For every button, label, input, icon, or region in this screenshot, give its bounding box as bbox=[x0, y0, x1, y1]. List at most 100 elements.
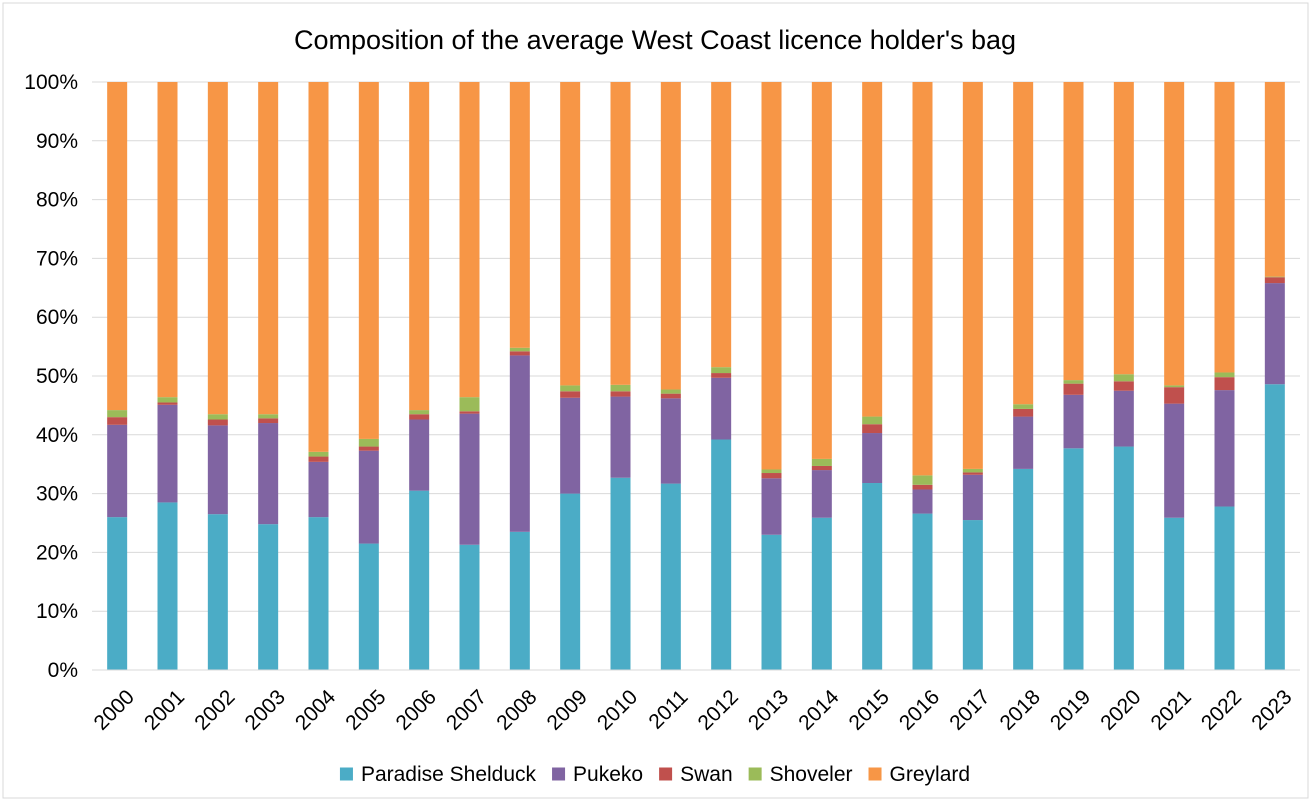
bar-segment-shoveler bbox=[409, 410, 430, 415]
bar-segment-swan bbox=[509, 351, 530, 356]
bar-segment-shoveler bbox=[862, 416, 883, 425]
bar-segment-pukeko bbox=[409, 419, 430, 491]
bar-segment-shoveler bbox=[912, 475, 933, 485]
bar-segment-paradise-shelduck bbox=[258, 524, 279, 670]
bar-segment-swan bbox=[358, 446, 379, 451]
bar-segment-shoveler bbox=[258, 414, 279, 419]
legend-item-shoveler: Shoveler bbox=[748, 763, 853, 786]
bar-stack-2008 bbox=[509, 82, 530, 670]
bar-stack-2018 bbox=[1013, 82, 1034, 670]
legend-swatch bbox=[339, 767, 353, 781]
bar-segment-paradise-shelduck bbox=[862, 483, 883, 670]
y-tick-label: 20% bbox=[36, 541, 78, 564]
legend-swatch bbox=[552, 767, 566, 781]
bar-stack-2021 bbox=[1164, 82, 1185, 670]
bar-segment-shoveler bbox=[459, 397, 480, 412]
y-tick-label: 40% bbox=[36, 424, 78, 447]
y-tick-label: 90% bbox=[36, 130, 78, 153]
bar-segment-paradise-shelduck bbox=[560, 493, 581, 670]
bar-segment-greylard bbox=[1214, 82, 1235, 373]
bar-segment-paradise-shelduck bbox=[1264, 384, 1285, 670]
bar-stack-2010 bbox=[610, 82, 631, 670]
bar-segment-swan bbox=[610, 391, 631, 397]
bar-stack-2022 bbox=[1214, 82, 1235, 670]
bar-segment-swan bbox=[157, 402, 178, 405]
bar-segment-swan bbox=[862, 424, 883, 434]
bar-segment-pukeko bbox=[258, 423, 279, 525]
bar-segment-paradise-shelduck bbox=[1164, 517, 1185, 670]
bar-segment-pukeko bbox=[1113, 390, 1134, 447]
bar-segment-paradise-shelduck bbox=[509, 531, 530, 670]
legend-label: Swan bbox=[680, 763, 733, 786]
bar-segment-paradise-shelduck bbox=[1214, 506, 1235, 670]
y-tick-label: 60% bbox=[36, 306, 78, 329]
bar-segment-pukeko bbox=[811, 470, 832, 518]
bar-segment-shoveler bbox=[1164, 385, 1185, 388]
bar-segment-greylard bbox=[761, 82, 782, 470]
bar-segment-shoveler bbox=[1113, 374, 1134, 382]
legend-item-paradise-shelduck: Paradise Shelduck bbox=[339, 763, 537, 786]
bar-stack-2014 bbox=[811, 82, 832, 670]
legend-label: Shoveler bbox=[770, 763, 853, 786]
bar-segment-shoveler bbox=[660, 389, 681, 394]
bar-segment-swan bbox=[409, 414, 430, 420]
bar-segment-greylard bbox=[258, 82, 279, 415]
bar-segment-greylard bbox=[1264, 82, 1285, 277]
bar-stack-2023 bbox=[1264, 82, 1285, 670]
bar-segment-pukeko bbox=[358, 450, 379, 544]
bar-segment-swan bbox=[1264, 277, 1285, 284]
legend-label: Pukeko bbox=[573, 763, 643, 786]
bar-segment-pukeko bbox=[912, 489, 933, 514]
bar-segment-swan bbox=[660, 393, 681, 399]
bar-segment-swan bbox=[761, 473, 782, 479]
bar-segment-shoveler bbox=[358, 438, 379, 447]
bar-stack-2020 bbox=[1113, 82, 1134, 670]
bar-segment-greylard bbox=[711, 82, 732, 368]
bar-segment-greylard bbox=[1063, 82, 1084, 381]
bar-segment-swan bbox=[1063, 383, 1084, 395]
bar-segment-swan bbox=[962, 472, 983, 475]
bar-segment-swan bbox=[811, 465, 832, 471]
bar-stack-2004 bbox=[308, 82, 329, 670]
bar-segment-pukeko bbox=[1013, 416, 1034, 469]
bar-segment-greylard bbox=[912, 82, 933, 476]
bar-segment-swan bbox=[459, 411, 480, 414]
bar-segment-paradise-shelduck bbox=[1013, 468, 1034, 670]
bar-segment-shoveler bbox=[1013, 404, 1034, 409]
bar-segment-swan bbox=[258, 418, 279, 424]
bar-stack-2017 bbox=[962, 82, 983, 670]
bar-segment-paradise-shelduck bbox=[459, 544, 480, 670]
bar-segment-swan bbox=[912, 484, 933, 490]
legend-swatch bbox=[748, 767, 762, 781]
bars bbox=[107, 82, 1285, 670]
bar-segment-paradise-shelduck bbox=[207, 514, 228, 670]
bar-segment-shoveler bbox=[811, 458, 832, 466]
legend-item-swan: Swan bbox=[659, 763, 733, 786]
legend-swatch bbox=[868, 767, 882, 781]
legend-item-greylard: Greylard bbox=[868, 763, 970, 786]
bar-segment-pukeko bbox=[157, 404, 178, 503]
chart-title: Composition of the average West Coast li… bbox=[294, 25, 1016, 55]
bar-stack-2005 bbox=[358, 82, 379, 670]
bar-segment-greylard bbox=[308, 82, 329, 452]
bar-segment-shoveler bbox=[711, 367, 732, 374]
bar-segment-pukeko bbox=[610, 396, 631, 478]
bar-segment-pukeko bbox=[1214, 390, 1235, 507]
bar-segment-pukeko bbox=[308, 461, 329, 518]
bar-segment-paradise-shelduck bbox=[912, 513, 933, 670]
bar-segment-shoveler bbox=[509, 347, 530, 352]
bar-stack-2019 bbox=[1063, 82, 1084, 670]
bar-segment-greylard bbox=[660, 82, 681, 390]
bar-segment-paradise-shelduck bbox=[1063, 448, 1084, 670]
bar-segment-paradise-shelduck bbox=[409, 490, 430, 670]
bar-segment-shoveler bbox=[1214, 372, 1235, 378]
gridlines bbox=[92, 81, 1300, 671]
bar-segment-greylard bbox=[157, 82, 178, 398]
bar-segment-shoveler bbox=[962, 468, 983, 473]
bar-stack-2000 bbox=[107, 82, 128, 670]
bar-segment-pukeko bbox=[509, 355, 530, 532]
bar-segment-shoveler bbox=[610, 384, 631, 392]
bar-segment-shoveler bbox=[1063, 380, 1084, 384]
